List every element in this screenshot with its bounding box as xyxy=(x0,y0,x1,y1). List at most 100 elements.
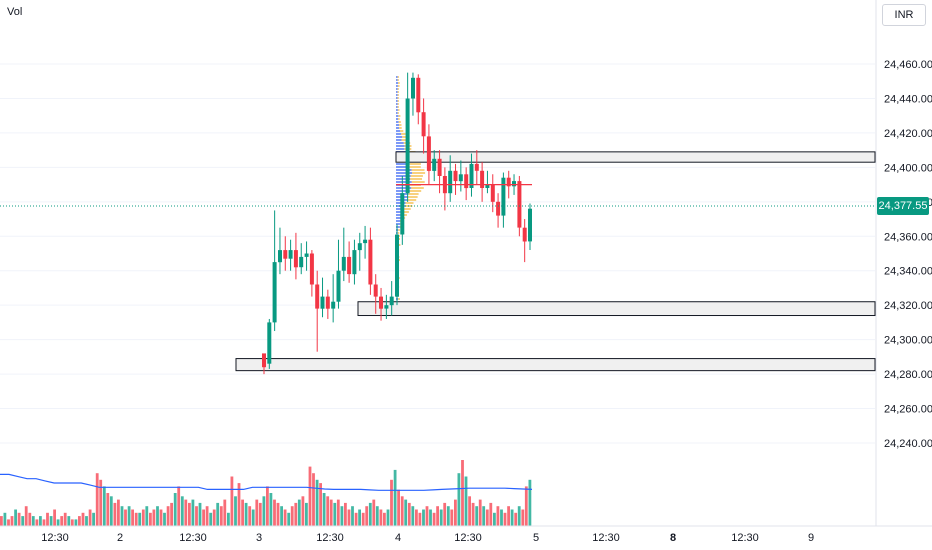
price-axis[interactable]: 24,460.00 24,440.00 24,420.00 24,400.00 24,3… xyxy=(876,0,932,526)
candle-body[interactable] xyxy=(342,257,346,271)
candle-body[interactable] xyxy=(331,302,335,309)
candle-body[interactable] xyxy=(315,285,319,309)
candle-body[interactable] xyxy=(390,297,394,306)
profile-bar-blue xyxy=(396,133,401,135)
candle-body[interactable] xyxy=(379,297,383,309)
candle-body[interactable] xyxy=(273,262,277,322)
volume-bar xyxy=(450,510,453,527)
profile-bar-yellow xyxy=(398,232,400,234)
candle-body[interactable] xyxy=(347,257,351,274)
volume-bar xyxy=(355,513,358,526)
candle-body[interactable] xyxy=(517,181,521,228)
volume-bar xyxy=(280,506,283,526)
candle-body[interactable] xyxy=(416,78,420,113)
price-zone-box[interactable] xyxy=(358,302,875,316)
volume-bar xyxy=(344,503,347,526)
volume-bar xyxy=(291,506,294,526)
volume-bar xyxy=(287,513,290,526)
profile-bar-yellow xyxy=(398,115,400,117)
candle-body[interactable] xyxy=(528,209,532,242)
candle-body[interactable] xyxy=(283,250,287,259)
volume-bar xyxy=(454,500,457,526)
candle-body[interactable] xyxy=(368,240,372,285)
volume-bar xyxy=(234,496,237,526)
candle-body[interactable] xyxy=(352,250,356,274)
candle-body[interactable] xyxy=(337,271,341,302)
volume-bar xyxy=(18,513,21,526)
candle-body[interactable] xyxy=(480,171,484,188)
volume-bar xyxy=(323,493,326,526)
time-tick-label: 2 xyxy=(117,532,123,544)
volume-bar xyxy=(28,513,31,526)
candle-body[interactable] xyxy=(384,305,388,308)
candle-body[interactable] xyxy=(475,164,479,171)
profile-bar-blue xyxy=(396,79,398,81)
candle-body[interactable] xyxy=(363,240,367,243)
volume-indicator-label[interactable]: Vol xyxy=(7,6,22,18)
candle-body[interactable] xyxy=(326,297,330,309)
candle-body[interactable] xyxy=(305,254,309,257)
time-axis[interactable]: 12:30 2 12:30 3 12:30 4 12:30 5 12:30 8 12:30 9 xyxy=(0,526,932,544)
price-tick-label: 24,420.00 xyxy=(884,128,932,140)
profile-bar-yellow xyxy=(398,109,400,111)
time-tick-label: 5 xyxy=(533,532,539,544)
candle-body[interactable] xyxy=(427,136,431,171)
candle-body[interactable] xyxy=(321,297,325,309)
candle-body[interactable] xyxy=(294,250,298,267)
profile-bar-blue xyxy=(396,220,400,222)
price-zone-box[interactable] xyxy=(396,152,875,162)
volume-bar xyxy=(60,516,63,526)
candle-body[interactable] xyxy=(512,181,516,186)
volume-bar xyxy=(57,519,60,526)
candle-body[interactable] xyxy=(523,228,527,242)
profile-bar-blue xyxy=(396,127,399,129)
candle-body[interactable] xyxy=(262,353,266,367)
volume-bar xyxy=(89,510,92,527)
candle-body[interactable] xyxy=(422,112,426,136)
candle-body[interactable] xyxy=(464,174,468,188)
candle-body[interactable] xyxy=(454,171,458,181)
volume-bar xyxy=(440,510,443,527)
volume-bar xyxy=(71,519,74,526)
volume-bar xyxy=(245,503,248,526)
candle-body[interactable] xyxy=(438,159,442,176)
volume-bar xyxy=(14,510,17,527)
profile-bar-blue xyxy=(396,145,405,147)
candle-body[interactable] xyxy=(374,285,378,297)
candle-body[interactable] xyxy=(491,185,495,202)
candle-body[interactable] xyxy=(299,257,303,267)
candle-body[interactable] xyxy=(432,159,436,171)
volume-bar xyxy=(372,500,375,526)
profile-bar-blue xyxy=(396,109,398,111)
candle-body[interactable] xyxy=(358,243,362,250)
support-resistance-zones[interactable] xyxy=(236,152,875,371)
candle-body[interactable] xyxy=(406,99,410,194)
volume-bar xyxy=(333,503,336,526)
profile-bar-yellow xyxy=(398,100,399,102)
candle-body[interactable] xyxy=(459,174,463,181)
currency-badge[interactable]: INR xyxy=(882,4,926,26)
profile-bar-blue xyxy=(396,91,398,93)
candle-body[interactable] xyxy=(411,78,415,99)
candle-body[interactable] xyxy=(395,235,399,297)
volume-bar xyxy=(497,506,500,526)
volume-bar xyxy=(486,510,489,527)
volume-bar xyxy=(67,516,70,526)
candle-body[interactable] xyxy=(289,250,293,259)
candle-body[interactable] xyxy=(278,250,282,262)
price-zone-box[interactable] xyxy=(236,359,875,371)
volume-bar xyxy=(135,513,138,526)
volume-bar xyxy=(358,510,361,527)
volume-bar xyxy=(270,493,273,526)
volume-bar xyxy=(489,503,492,526)
candle-body[interactable] xyxy=(501,178,505,216)
candle-body[interactable] xyxy=(310,254,314,285)
volume-bar xyxy=(387,510,390,527)
volume-bar xyxy=(284,510,287,527)
price-tick-label: 24,460.00 xyxy=(884,59,932,71)
candle-body[interactable] xyxy=(267,322,271,363)
candle-body[interactable] xyxy=(400,193,404,234)
candle-body[interactable] xyxy=(496,202,500,216)
candle-body[interactable] xyxy=(448,171,452,193)
